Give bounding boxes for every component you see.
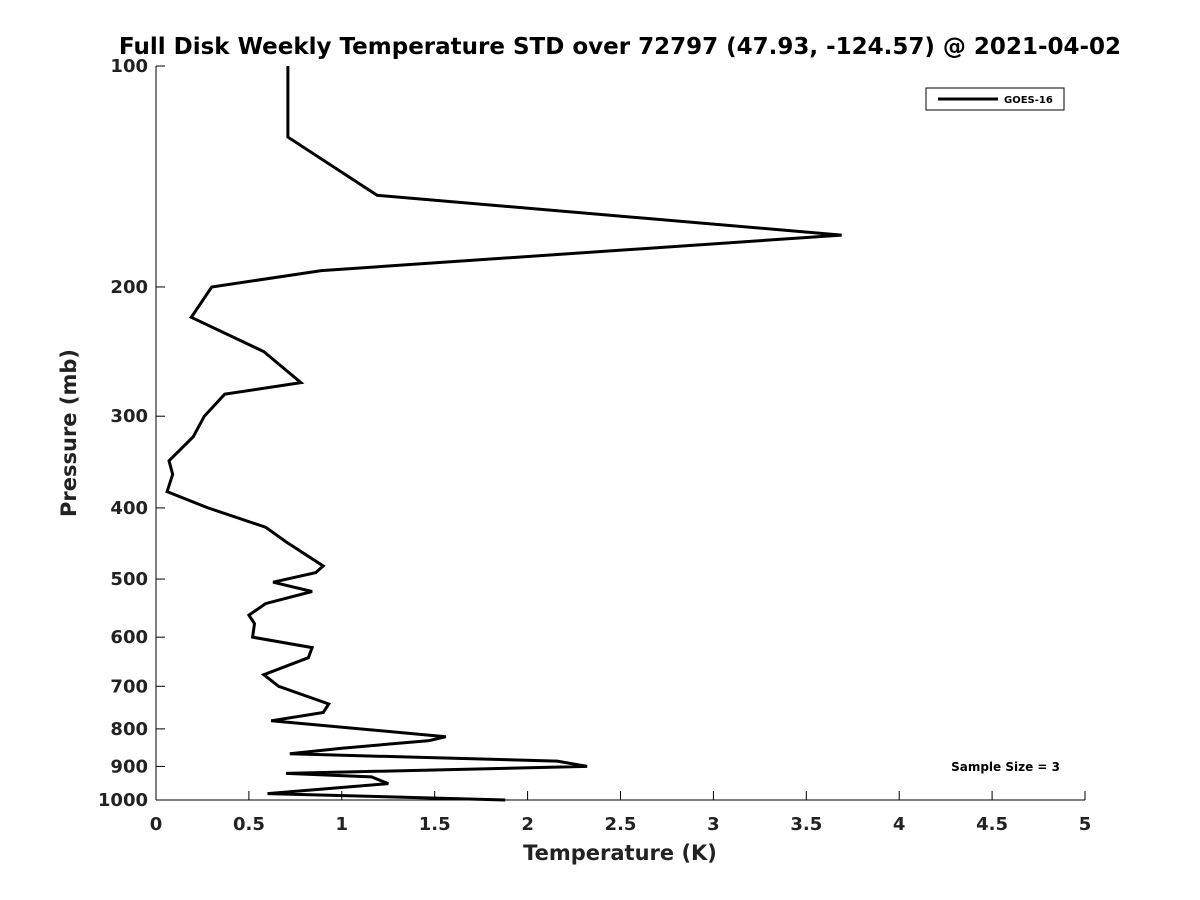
series-line-goes-16 xyxy=(165,66,842,802)
sample-size-annotation: Sample Size = 3 xyxy=(951,760,1060,774)
x-tick-label: 1 xyxy=(336,814,349,835)
y-tick-label: 600 xyxy=(110,627,148,648)
y-tick-label: 400 xyxy=(110,498,148,519)
x-tick-label: 2.5 xyxy=(605,814,637,835)
y-ticks: 100 200 300 400 500 600 700 800 900 1000 xyxy=(98,56,165,811)
y-axis-label: Pressure (mb) xyxy=(57,349,81,517)
y-tick-label: 200 xyxy=(110,277,148,298)
x-tick-label: 3 xyxy=(707,814,720,835)
x-axis-label: Temperature (K) xyxy=(523,841,717,865)
x-tick-label: 4.5 xyxy=(976,814,1008,835)
y-tick-label: 500 xyxy=(110,569,148,590)
x-tick-label: 1.5 xyxy=(419,814,451,835)
legend-label: GOES-16 xyxy=(1004,95,1053,106)
y-tick-label: 100 xyxy=(110,56,148,77)
x-tick-label: 2 xyxy=(521,814,534,835)
x-tick-label: 0 xyxy=(150,814,163,835)
x-ticks: 0 0.5 1 1.5 2 2.5 3 3.5 4 4.5 5 xyxy=(150,791,1092,835)
x-tick-label: 5 xyxy=(1079,814,1092,835)
y-tick-label: 300 xyxy=(110,406,148,427)
y-tick-label: 800 xyxy=(110,719,148,740)
x-tick-label: 0.5 xyxy=(233,814,265,835)
y-tick-label: 700 xyxy=(110,676,148,697)
chart-title: Full Disk Weekly Temperature STD over 72… xyxy=(119,34,1121,60)
x-tick-label: 4 xyxy=(893,814,906,835)
series-layer xyxy=(165,66,842,802)
axes xyxy=(155,66,1085,801)
x-tick-label: 3.5 xyxy=(790,814,822,835)
y-tick-label: 1000 xyxy=(98,790,148,811)
legend: GOES-16 xyxy=(925,87,1065,111)
y-tick-label: 900 xyxy=(110,756,148,777)
